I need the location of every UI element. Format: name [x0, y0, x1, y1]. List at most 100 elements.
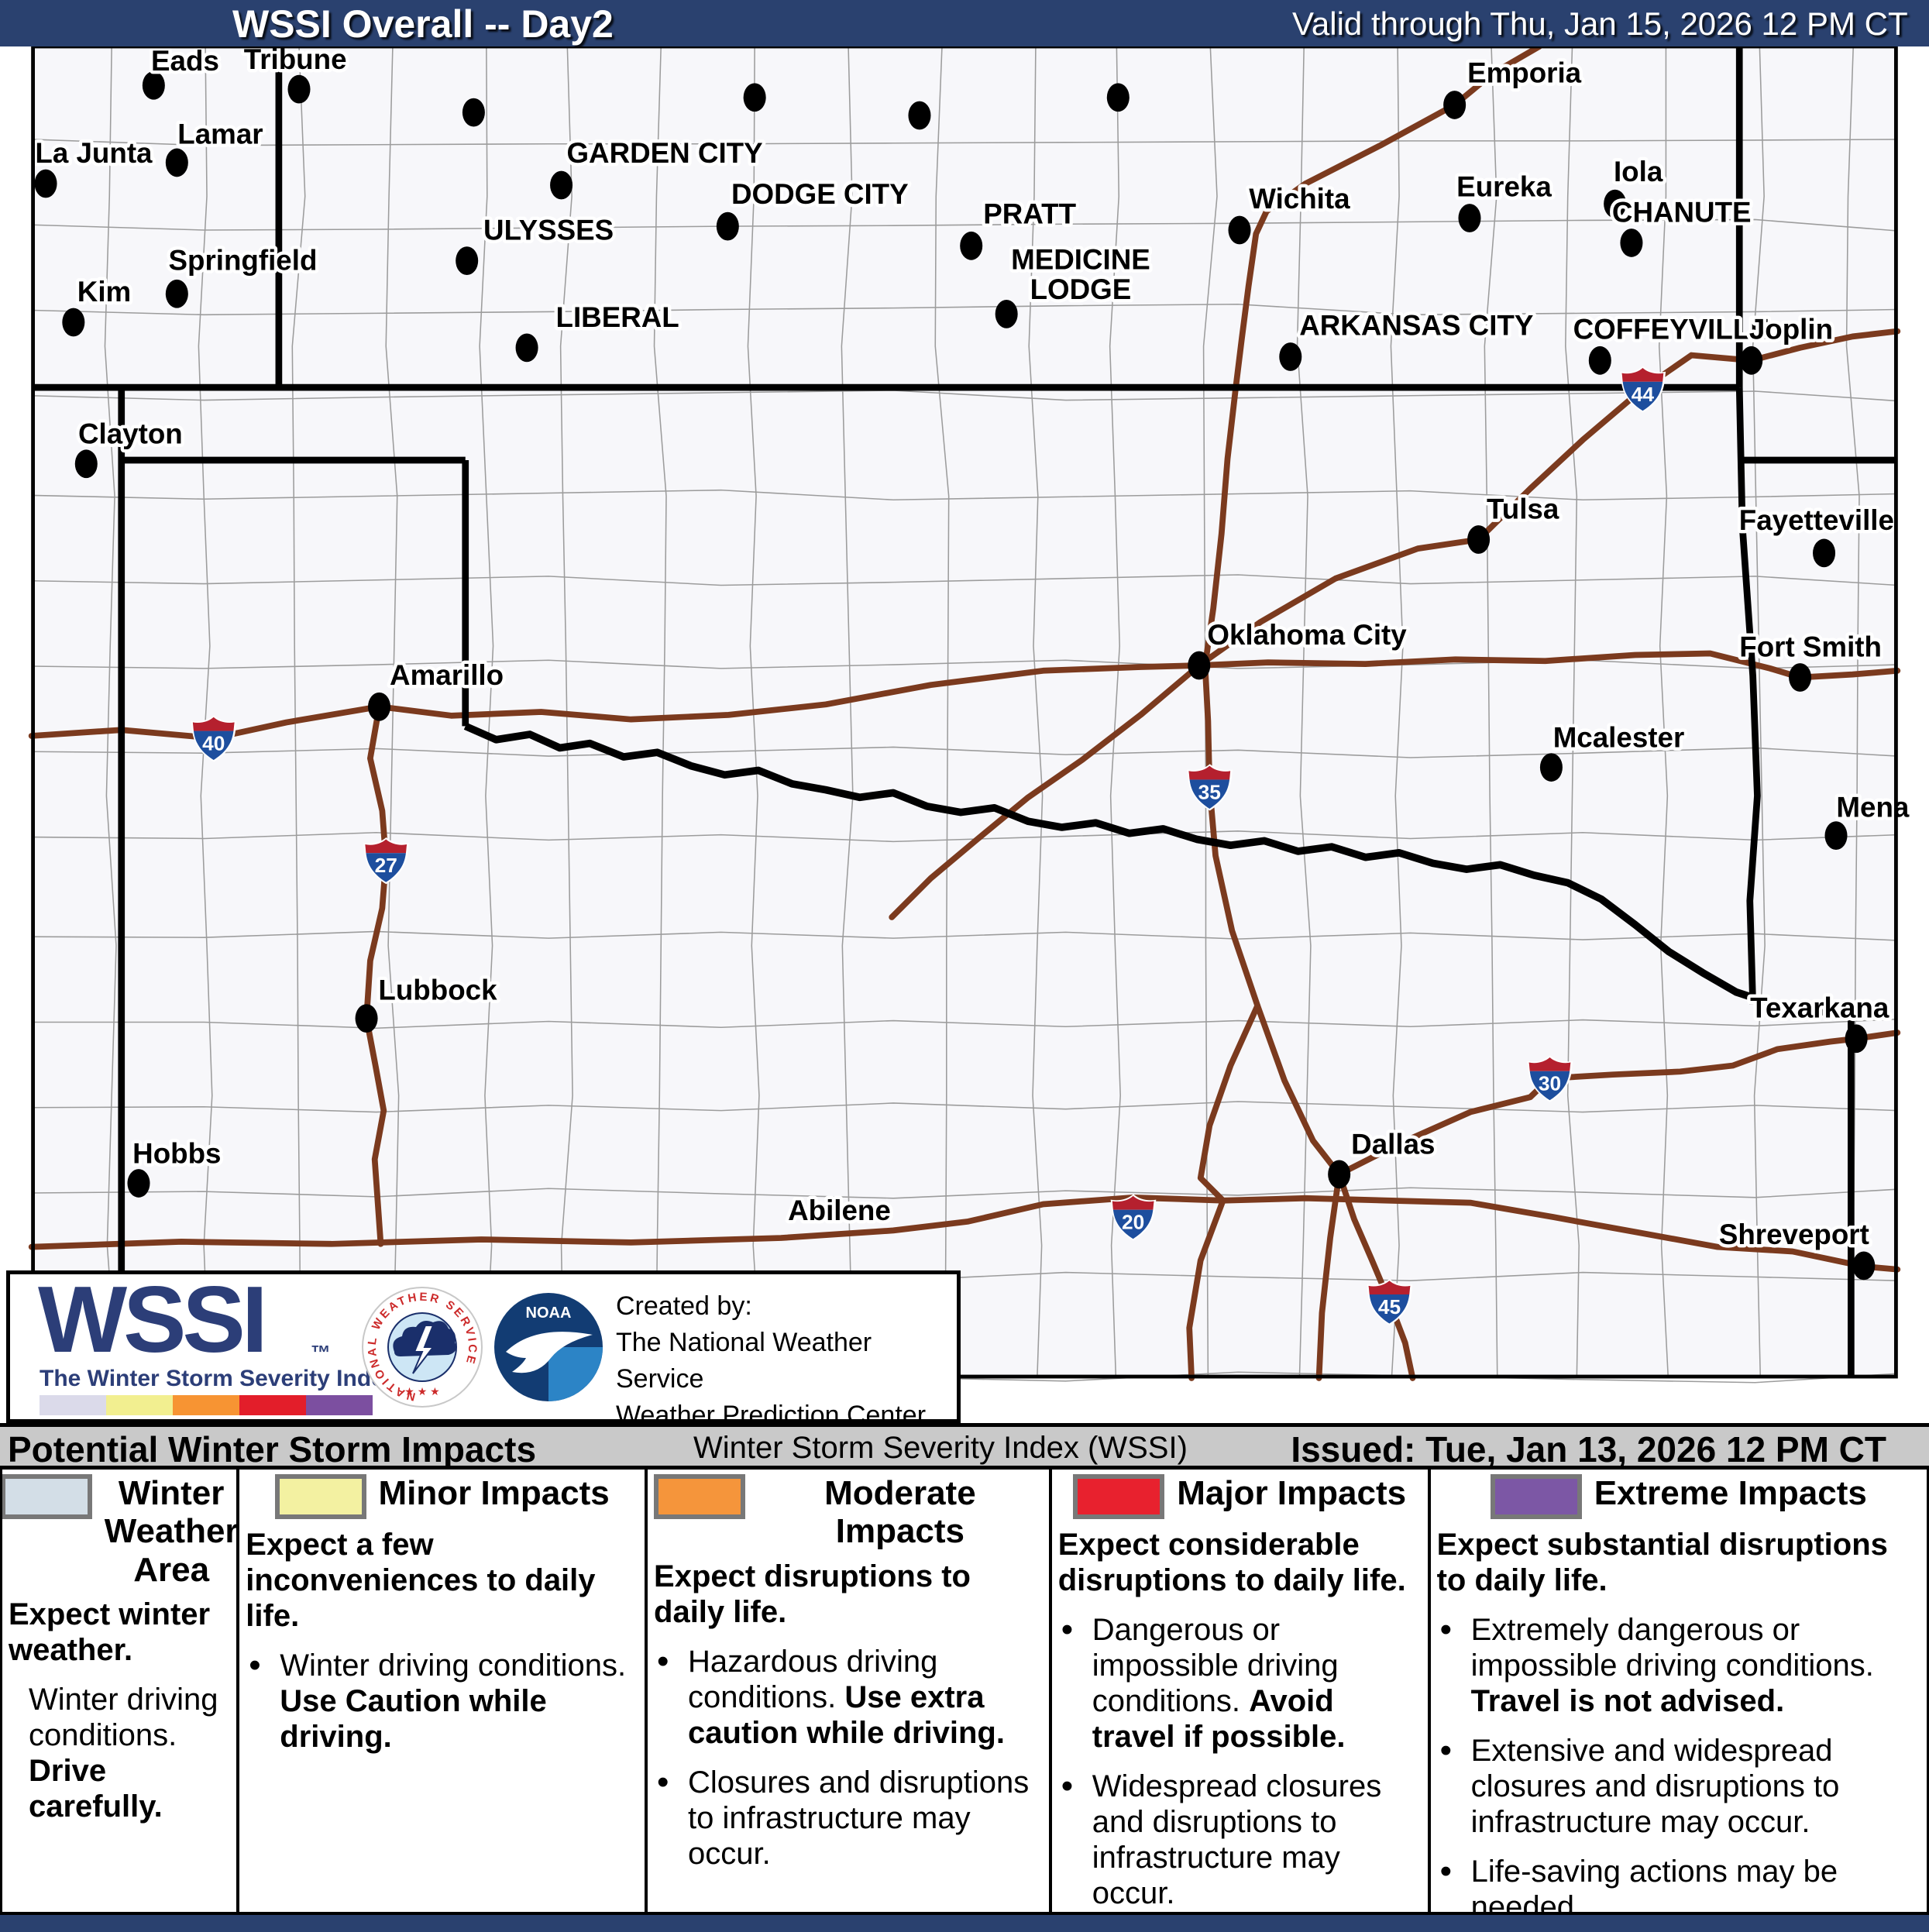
city-dot	[995, 299, 1018, 328]
city-label: Springfield	[168, 244, 317, 276]
legend-column-moderate-impacts: Moderate Impacts Expect disruptions to d…	[648, 1470, 1052, 1915]
city-dot	[355, 1004, 378, 1033]
wssi-wordmark: WSSI	[38, 1267, 268, 1372]
city-dot	[1789, 663, 1812, 692]
city-dot	[462, 98, 485, 127]
city-label: Dallas	[1351, 1129, 1435, 1160]
potential-impacts-label: Potential Winter Storm Impacts	[8, 1429, 537, 1470]
county-line	[479, 46, 494, 1378]
county-line	[31, 574, 1898, 586]
county-line	[1565, 46, 1580, 1378]
legend-lead-text: Expect a few inconveniences to daily lif…	[246, 1528, 596, 1633]
city-label: PRATT	[983, 198, 1076, 229]
county-line	[1484, 46, 1498, 1378]
city-label: Wichita	[1249, 183, 1350, 215]
legend-column-title: Winter Weather Area	[104, 1474, 239, 1589]
county-line	[31, 390, 1898, 402]
highway-line	[363, 703, 390, 1247]
city-label: ULYSSES	[483, 215, 614, 246]
valid-through-text: Valid through Thu, Jan 15, 2026 12 PM CT	[1292, 5, 1908, 42]
county-line	[1752, 46, 1766, 1378]
legend-column-title: Moderate Impacts	[824, 1474, 976, 1551]
city-dot	[1620, 229, 1643, 257]
legend-column-header: Moderate Impacts	[654, 1474, 1043, 1551]
nws-logo-icon: NATIONAL WEATHER SERVICE ★ ★ ★	[362, 1287, 483, 1408]
shield-number: 35	[1198, 780, 1221, 803]
city-label: Lamar	[177, 119, 263, 150]
city-dot	[62, 308, 85, 337]
county-line	[653, 46, 667, 1378]
legend-item: Extensive and widespread closures and di…	[1437, 1731, 1920, 1840]
city-label: Tulsa	[1487, 493, 1559, 524]
county-line	[841, 46, 854, 1378]
agency-logos: NATIONAL WEATHER SERVICE ★ ★ ★ NOAA	[362, 1287, 603, 1408]
city-label: Emporia	[1467, 57, 1582, 88]
county-line	[1390, 46, 1404, 1379]
issued-timestamp: Issued: Tue, Jan 13, 2026 12 PM CT	[1291, 1429, 1886, 1470]
city-label: CHANUTE	[1612, 196, 1752, 228]
legend-lead-text: Expect disruptions to daily life.	[654, 1559, 971, 1629]
legend-item: Widespread closures and disruptions to i…	[1058, 1767, 1422, 1911]
city-dot	[1813, 538, 1836, 568]
city-label: Kim	[77, 276, 131, 308]
highway-line	[1195, 328, 1901, 669]
city-dot	[1443, 91, 1467, 119]
city-label: DODGE CITY	[731, 178, 909, 210]
trademark-symbol: ™	[311, 1341, 331, 1364]
highway-line	[1202, 46, 1542, 1381]
legend-item-list: Winter driving conditions. Drive careful…	[9, 1682, 230, 1824]
legend-color-swatch	[1073, 1474, 1165, 1519]
city-dot	[1328, 1160, 1351, 1189]
city-label: Lubbock	[378, 974, 497, 1006]
wssi-map: 40 27 35 44 30 20 45 Eads Tribune La Junta Lamar Sp…	[0, 46, 1929, 1423]
highway-line	[1186, 1197, 1226, 1381]
legend-column-header: Winter Weather Area	[2, 1474, 236, 1589]
city-dot	[1740, 345, 1763, 375]
severity-strip-swatch	[306, 1395, 373, 1415]
created-by-text: Created by: The National Weather Service…	[616, 1288, 957, 1434]
legend-item: Extremely dangerous or impossible drivin…	[1437, 1611, 1920, 1719]
shield-number: 40	[202, 732, 225, 755]
shield-number: 20	[1122, 1211, 1144, 1234]
county-line	[31, 218, 1898, 232]
city-label: LIBERAL	[555, 301, 679, 333]
county-line	[747, 46, 762, 1379]
city-dot	[34, 169, 57, 198]
county-line	[1296, 46, 1312, 1378]
county-line	[934, 46, 950, 1378]
wssi-logo-box: WSSI ™ The Winter Storm Severity Index N…	[6, 1267, 961, 1430]
city-dot	[1279, 342, 1302, 371]
city-label: Shreveport	[1719, 1219, 1869, 1250]
county-line	[31, 1187, 1898, 1199]
county-line	[1658, 46, 1669, 1378]
legend-item: Life-saving actions may be needed.	[1437, 1852, 1920, 1915]
legend-item: Winter driving conditions. Drive careful…	[29, 1682, 218, 1824]
legend-color-swatch	[274, 1474, 366, 1519]
city-dot	[515, 333, 538, 363]
city-dot	[165, 148, 188, 177]
map-canvas: 40 27 35 44 30 20 45 Eads Tribune La Junta Lamar Sp…	[28, 46, 1913, 1384]
legend-column-extreme-impacts: Extreme Impacts Expect substantial disru…	[1431, 1470, 1927, 1915]
city-label: La Junta	[35, 137, 153, 169]
legend-column-minor-impacts: Minor Impacts Expect a few inconvenience…	[239, 1470, 648, 1915]
city-label: Abilene	[788, 1195, 891, 1226]
city-dot	[1852, 1251, 1876, 1281]
city-dot	[1845, 1024, 1868, 1054]
city-dot	[142, 70, 165, 100]
county-line	[31, 659, 1898, 669]
interstate-shield-27-icon: 27	[363, 837, 409, 885]
impacts-title-bar: Potential Winter Storm Impacts Winter St…	[0, 1423, 1929, 1470]
legend-item: Hazardous driving conditions. Use extra …	[654, 1642, 1043, 1751]
legend-column-title: Major Impacts	[1177, 1474, 1407, 1512]
legend-column-header: Minor Impacts	[246, 1474, 638, 1519]
highway-line	[1197, 1002, 1261, 1204]
severity-strip-swatch	[40, 1395, 106, 1415]
legend-lead-text: Expect winter weather.	[9, 1597, 211, 1667]
legend-item-list: Hazardous driving conditions. Use extra …	[654, 1642, 1043, 1872]
city-label: Oklahoma City	[1207, 619, 1407, 651]
map-frame	[31, 46, 1898, 1379]
city-dot	[1106, 83, 1130, 112]
wssi-severity-color-strip	[40, 1395, 373, 1415]
city-dot	[1467, 525, 1491, 554]
city-label: COFFEYVILLE	[1573, 313, 1769, 345]
